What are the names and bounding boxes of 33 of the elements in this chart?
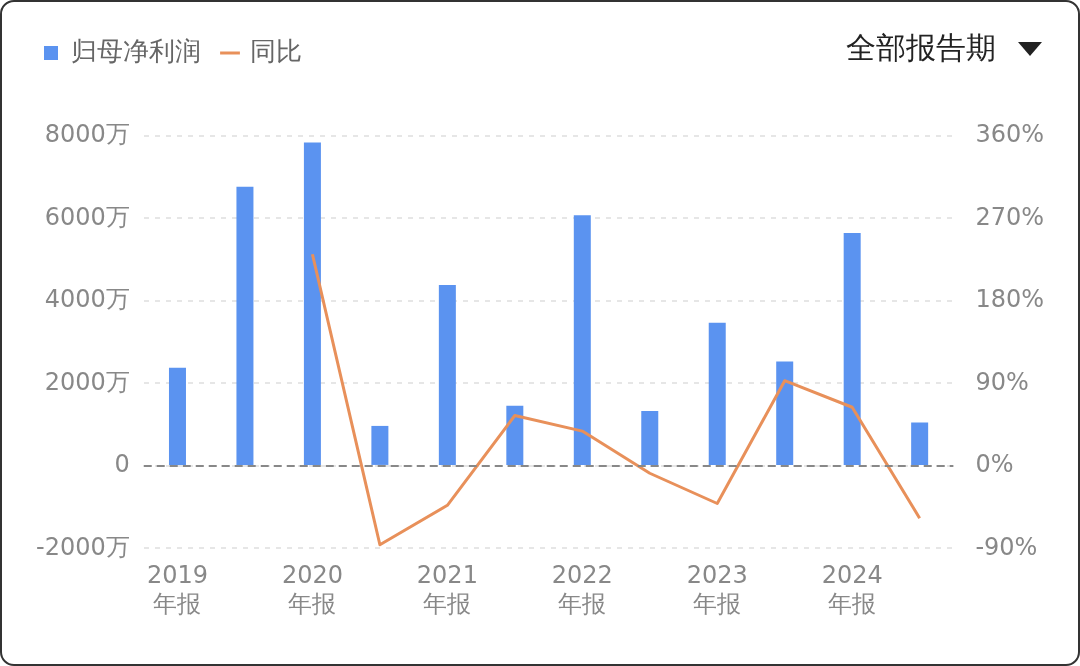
y-tick-label: 6000万 — [44, 202, 130, 231]
x-tick-label: 2023 年报 — [686, 561, 748, 618]
x-tick-label: 2024 年报 — [821, 561, 883, 618]
y2-tick-label: 360% — [975, 120, 1045, 149]
x-tick-label: 2019 年报 — [146, 561, 209, 618]
bar — [506, 405, 524, 465]
y-tick-label: 0 — [114, 450, 130, 479]
bar — [438, 284, 456, 465]
x-tick-label: 2021 年报 — [416, 561, 478, 618]
text: 全部报告期 — [846, 29, 996, 67]
y2-tick-label: 270% — [975, 202, 1045, 231]
bar — [911, 422, 929, 465]
bar — [843, 232, 861, 465]
y2-tick-label: -90% — [975, 532, 1038, 561]
bar — [641, 411, 659, 465]
bar — [168, 367, 186, 465]
bar — [371, 425, 389, 465]
bar — [708, 322, 726, 465]
y-tick-label: 8000万 — [44, 120, 130, 149]
y-tick-label: 4000万 — [44, 285, 130, 314]
bar — [573, 215, 591, 465]
bar — [303, 142, 321, 465]
y-tick-label: 2000万 — [44, 367, 130, 396]
x-tick-label: 2020 年报 — [281, 561, 343, 618]
legend-label: 同比 — [250, 35, 302, 66]
y2-tick-label: 0% — [975, 450, 1014, 479]
bar — [776, 361, 794, 465]
y-tick-label: -2000万 — [35, 532, 130, 561]
y2-tick-label: 90% — [975, 367, 1029, 396]
legend-label: 归母净利润 — [71, 35, 201, 66]
bar — [236, 186, 254, 465]
x-tick-label: 2022 年报 — [551, 561, 613, 618]
y2-tick-label: 180% — [975, 285, 1045, 314]
